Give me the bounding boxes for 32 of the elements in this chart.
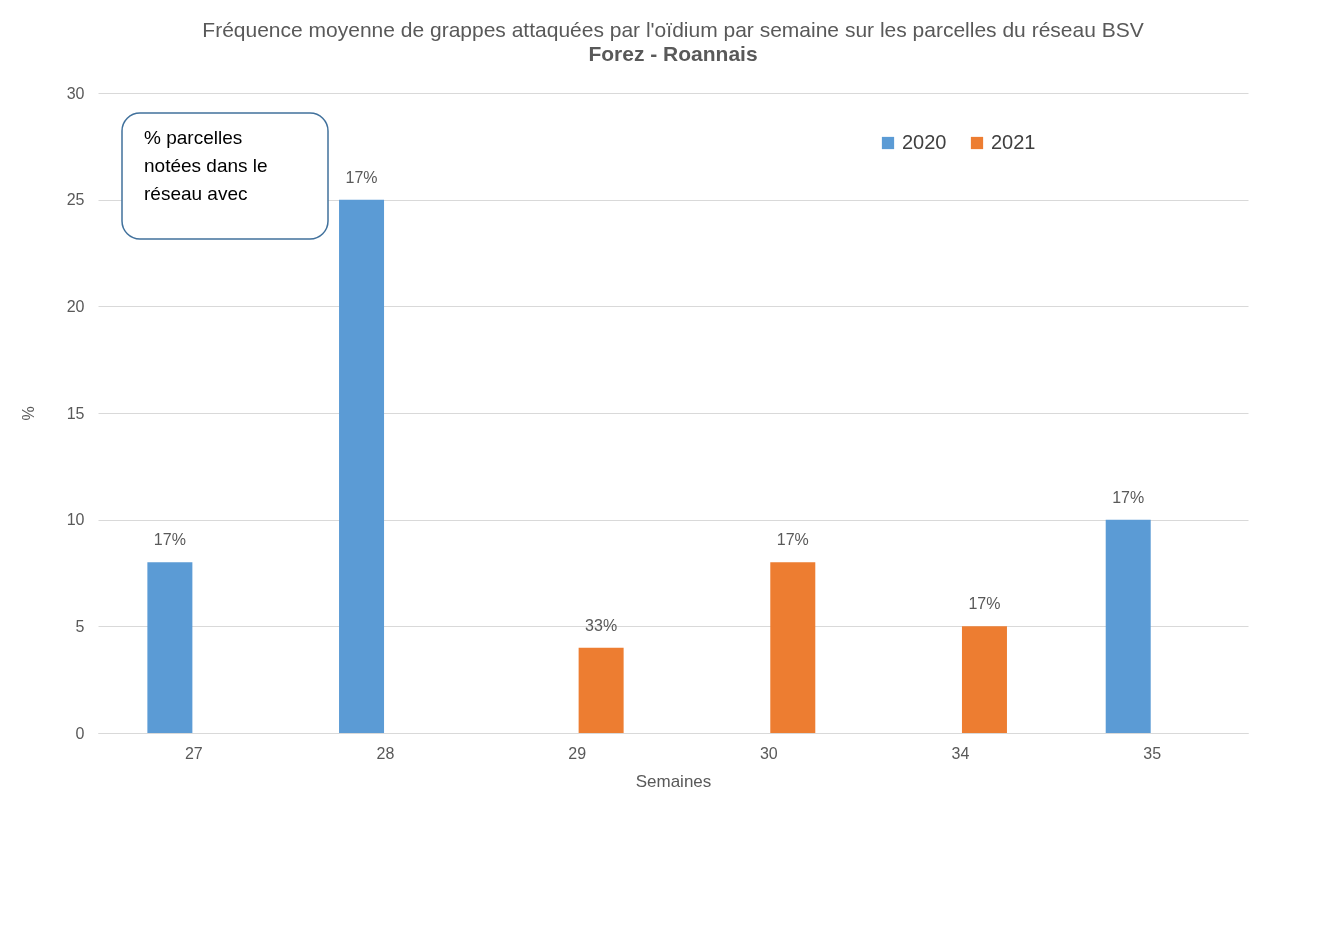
legend-label: 2021 [991,131,1036,153]
y-tick-label: 25 [66,191,85,209]
x-tick-label: 30 [759,744,778,762]
y-tick-label: 0 [75,724,85,742]
y-tick-label: 5 [75,617,85,635]
annotation: 33% [585,616,618,634]
x-tick-label: 27 [184,744,203,762]
bar [147,562,193,733]
y-axis-title: % [19,406,37,421]
x-tick-label: 34 [951,744,970,762]
bar [578,647,624,733]
x-tick-label: 35 [1143,744,1162,762]
x-tick-label: 28 [376,744,395,762]
y-tick-label: 10 [66,511,85,529]
y-tick-label: 15 [66,404,85,422]
annotation: 17% [1112,488,1145,506]
annotation: 17% [153,531,186,549]
y-tick-label: 30 [66,84,85,102]
bar [1105,519,1151,733]
annotation: % parcelles notées dans le réseau avec [144,127,268,204]
legend-label: 2020 [902,131,947,153]
annotation: 17% [968,595,1001,613]
annotation: 17% [776,531,809,549]
annotation: 17% [345,168,378,186]
bar [770,562,816,733]
chart-title: Fréquence moyenne de grappes attaquées par l'oïdium par semaine sur les parcelles du réseau BSV [202,18,1144,41]
bar [339,199,385,733]
x-axis-title: Semaines [635,771,712,791]
chart-subtitle: Forez - Roannais [588,42,758,65]
x-tick-label: 29 [568,744,587,762]
y-tick-label: 20 [66,297,85,315]
bar [961,626,1007,733]
